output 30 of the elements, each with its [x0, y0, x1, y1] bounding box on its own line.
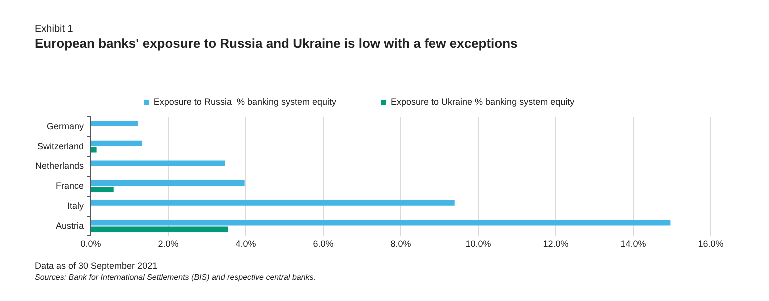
y-tick-label: Germany — [46, 121, 84, 132]
y-tick-label: Switzerland — [37, 141, 84, 152]
legend-label: Exposure to Russia % banking system equity — [154, 96, 337, 107]
chart-subtitle: Exhibit 1 — [35, 24, 74, 35]
x-tick-label: 14.0% — [620, 239, 646, 250]
x-tick-label: 10.0% — [466, 239, 492, 250]
bar — [92, 220, 671, 226]
x-tick-label: 6.0% — [313, 239, 334, 250]
bar — [92, 226, 228, 232]
x-tick-label: 8.0% — [390, 239, 412, 250]
source-note: Sources: Bank for International Settlements (BIS) and respective central banks. — [35, 273, 318, 282]
legend-label: Exposure to Ukraine % banking system equity — [391, 96, 576, 107]
x-tick-label: 4.0% — [236, 239, 256, 250]
y-tick-label: Austria — [56, 220, 84, 231]
y-tick-label: Netherlands — [35, 161, 84, 172]
bar — [92, 200, 455, 206]
x-tick-label: 12.0% — [543, 239, 569, 250]
y-tick-label: France — [56, 181, 84, 192]
bar — [92, 120, 138, 126]
bar — [92, 180, 245, 186]
y-tick-label: Italy — [67, 200, 84, 211]
text: Data as of 30 September 2021 — [35, 261, 159, 271]
bar — [92, 140, 143, 146]
x-tick-label: 2.0% — [158, 239, 179, 250]
x-tick-label: 16.0% — [698, 239, 724, 250]
x-tick-label: 0.0% — [80, 239, 102, 250]
bar — [92, 187, 114, 193]
chart-title: European banks' exposure to Russia and Ukraine is low with a few exceptions — [35, 36, 519, 51]
bar — [92, 147, 97, 153]
bar — [92, 160, 226, 166]
